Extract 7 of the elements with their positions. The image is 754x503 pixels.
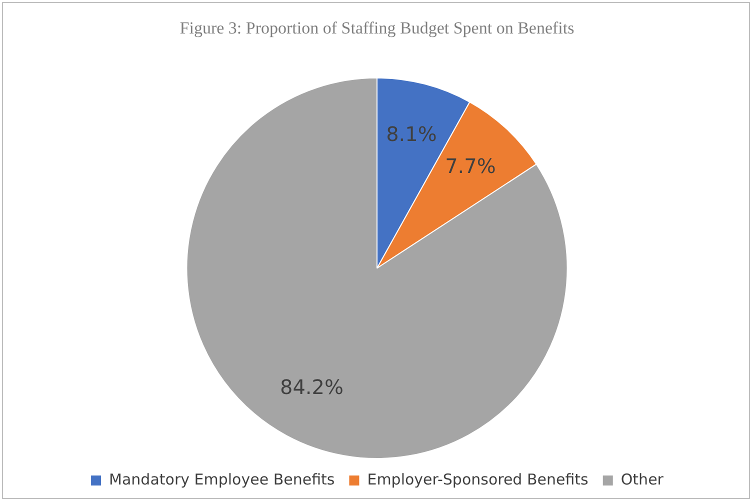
data-label: 7.7% — [445, 154, 496, 178]
data-label: 84.2% — [280, 374, 344, 399]
legend-label: Other — [620, 470, 664, 488]
legend-label: Mandatory Employee Benefits — [109, 470, 335, 488]
legend-label: Employer-Sponsored Benefits — [367, 470, 589, 488]
data-label: 8.1% — [386, 122, 437, 146]
chart-title: Figure 3: Proportion of Staffing Budget Spent on Benefits — [180, 18, 574, 38]
